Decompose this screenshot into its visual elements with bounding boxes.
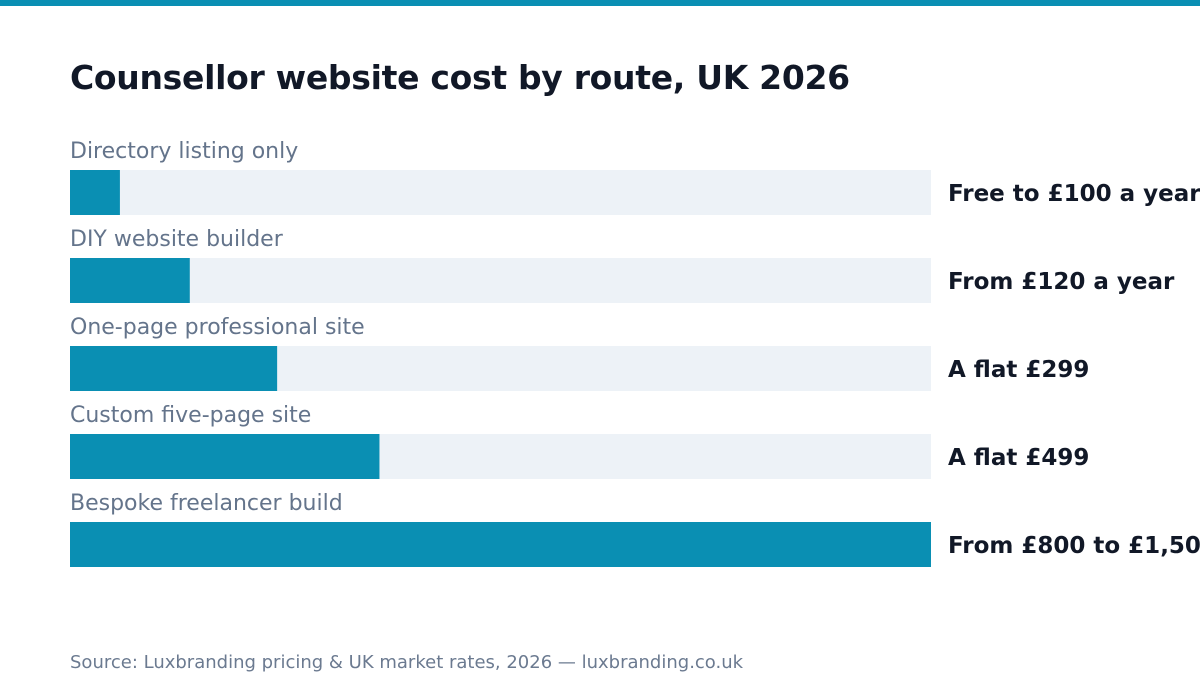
category-label: Directory listing only (70, 139, 298, 164)
category-label: Bespoke freelancer build (70, 491, 343, 516)
value-label: From £120 a year (948, 269, 1175, 295)
bar (70, 346, 278, 391)
bar-track (70, 170, 931, 215)
bar (70, 258, 190, 303)
bar (70, 434, 380, 479)
value-label: From £800 to £1,500 (948, 533, 1200, 559)
top-accent-rule (0, 0, 1200, 6)
bar (70, 522, 931, 567)
value-label: Free to £100 a year (948, 181, 1200, 207)
bar-track (70, 258, 931, 303)
bar (70, 170, 120, 215)
category-label: Custom five-page site (70, 403, 311, 428)
category-label: DIY website builder (70, 227, 284, 252)
chart-title: Counsellor website cost by route, UK 202… (70, 58, 850, 97)
value-label: A flat £499 (948, 445, 1089, 471)
value-label: A flat £299 (948, 357, 1089, 383)
source-note: Source: Luxbranding pricing & UK market … (70, 652, 744, 673)
category-label: One-page professional site (70, 315, 365, 340)
